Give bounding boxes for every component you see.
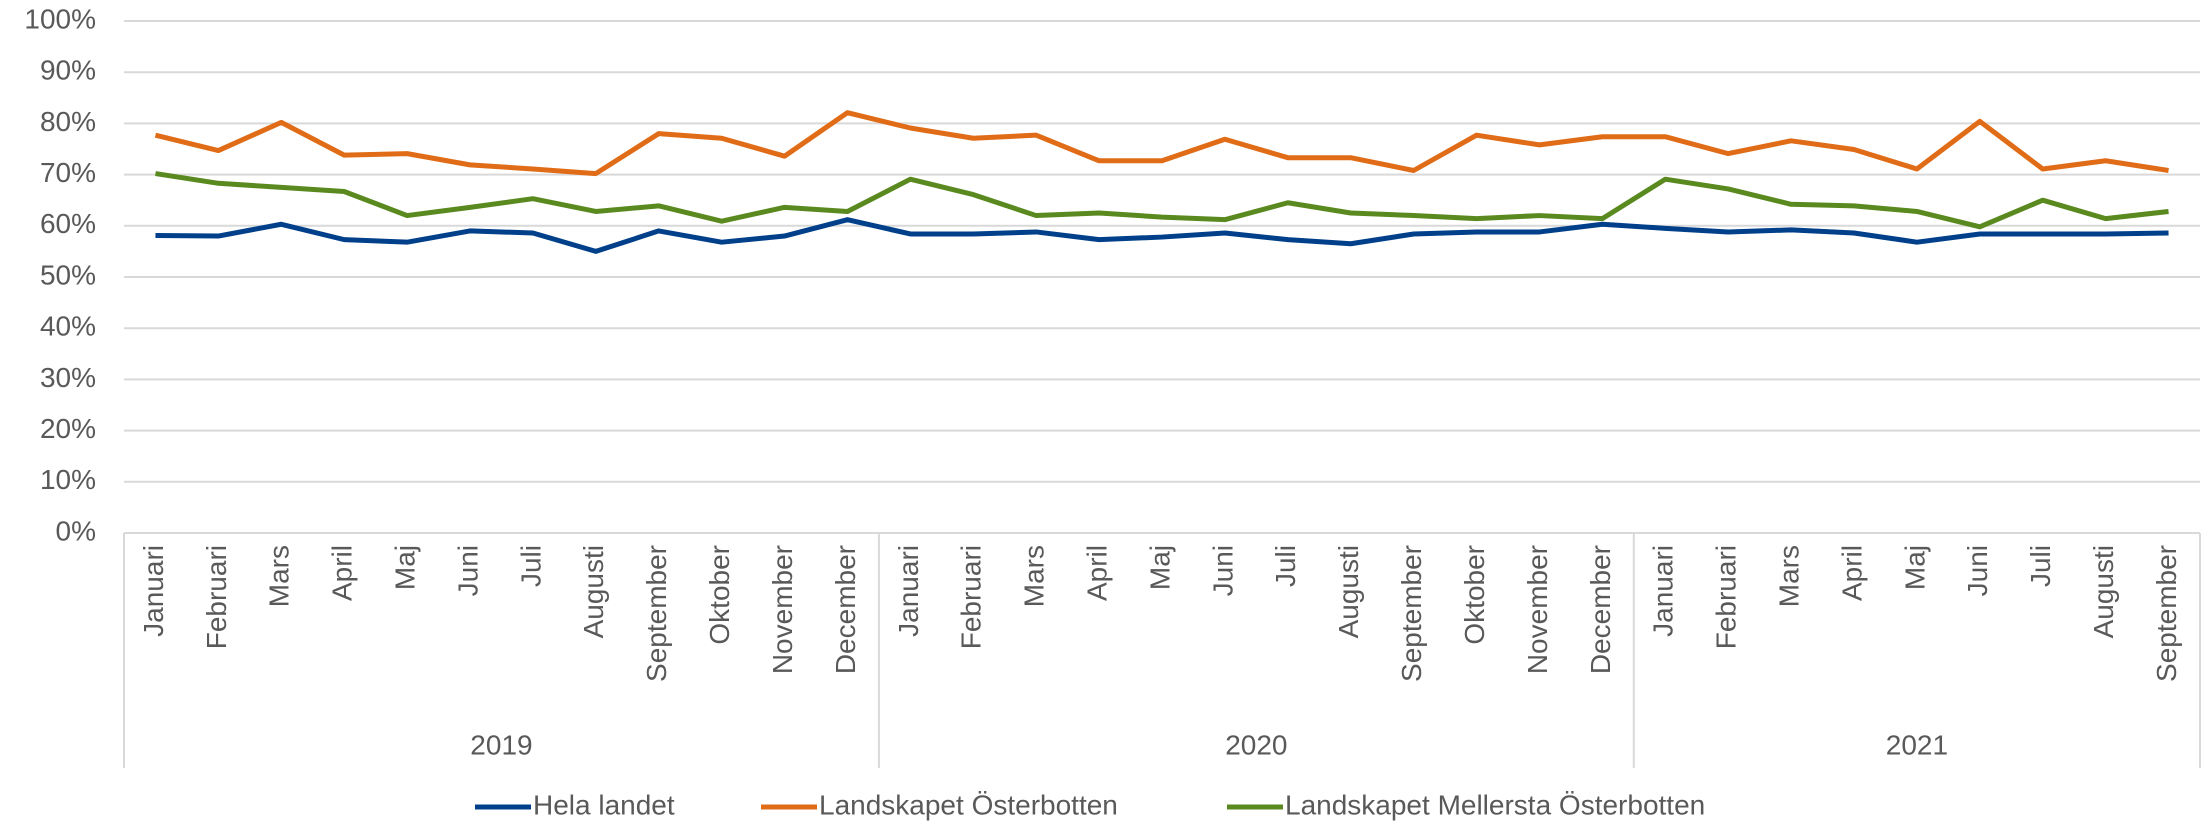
legend-label: Landskapet Mellersta Österbotten <box>1285 789 1705 820</box>
x-tick-label: December <box>830 545 861 674</box>
x-tick-label: September <box>2151 545 2182 682</box>
x-tick-label: Juli <box>1270 545 1301 587</box>
x-tick-label: Februari <box>201 545 232 649</box>
x-tick-label: April <box>1836 545 1867 601</box>
x-tick-label: Maj <box>389 545 420 590</box>
y-tick-label: 40% <box>40 311 96 342</box>
x-tick-label: April <box>327 545 358 601</box>
x-tick-label: Februari <box>956 545 987 649</box>
x-tick-label: Juni <box>1207 545 1238 596</box>
x-tick-label: September <box>641 545 672 682</box>
y-tick-label: 70% <box>40 157 96 188</box>
x-tick-label: Januari <box>138 545 169 637</box>
y-tick-label: 0% <box>56 515 96 546</box>
legend-label: Landskapet Österbotten <box>819 789 1118 820</box>
x-tick-label: December <box>1585 545 1616 674</box>
x-tick-label: Juni <box>452 545 483 596</box>
x-tick-label: Mars <box>1773 545 1804 607</box>
series-line <box>154 110 2169 177</box>
x-tick-label: Augusti <box>1333 545 1364 638</box>
x-tick-label: Maj <box>1899 545 1930 590</box>
x-tick-label: Juni <box>1962 545 1993 596</box>
x-tick-label: September <box>1396 545 1427 682</box>
x-tick-label: Januari <box>893 545 924 637</box>
x-tick-label: November <box>767 545 798 674</box>
y-tick-label: 100% <box>24 3 96 34</box>
group-label: 2020 <box>1225 729 1287 760</box>
x-tick-label: Juli <box>2025 545 2056 587</box>
x-tick-label: November <box>1522 545 1553 674</box>
y-tick-label: 60% <box>40 208 96 239</box>
x-tick-label: Januari <box>1648 545 1679 637</box>
y-tick-label: 10% <box>40 464 96 495</box>
x-tick-label: Mars <box>264 545 295 607</box>
legend-label: Hela landet <box>533 789 675 820</box>
group-label: 2019 <box>470 729 532 760</box>
y-tick-label: 80% <box>40 106 96 137</box>
x-tick-label: Maj <box>1144 545 1175 590</box>
y-tick-label: 90% <box>40 55 96 86</box>
x-tick-label: Oktober <box>1459 545 1490 645</box>
x-tick-label: Augusti <box>2088 545 2119 638</box>
series-line <box>155 171 2169 230</box>
x-tick-label: April <box>1081 545 1112 601</box>
x-tick-label: Augusti <box>578 545 609 638</box>
group-label: 2021 <box>1886 729 1948 760</box>
series-line <box>155 217 2169 254</box>
y-tick-label: 30% <box>40 362 96 393</box>
x-tick-label: Februari <box>1711 545 1742 649</box>
x-tick-label: Juli <box>515 545 546 587</box>
x-tick-label: Mars <box>1019 545 1050 607</box>
y-tick-label: 20% <box>40 413 96 444</box>
y-tick-label: 50% <box>40 259 96 290</box>
x-tick-label: Oktober <box>704 545 735 645</box>
